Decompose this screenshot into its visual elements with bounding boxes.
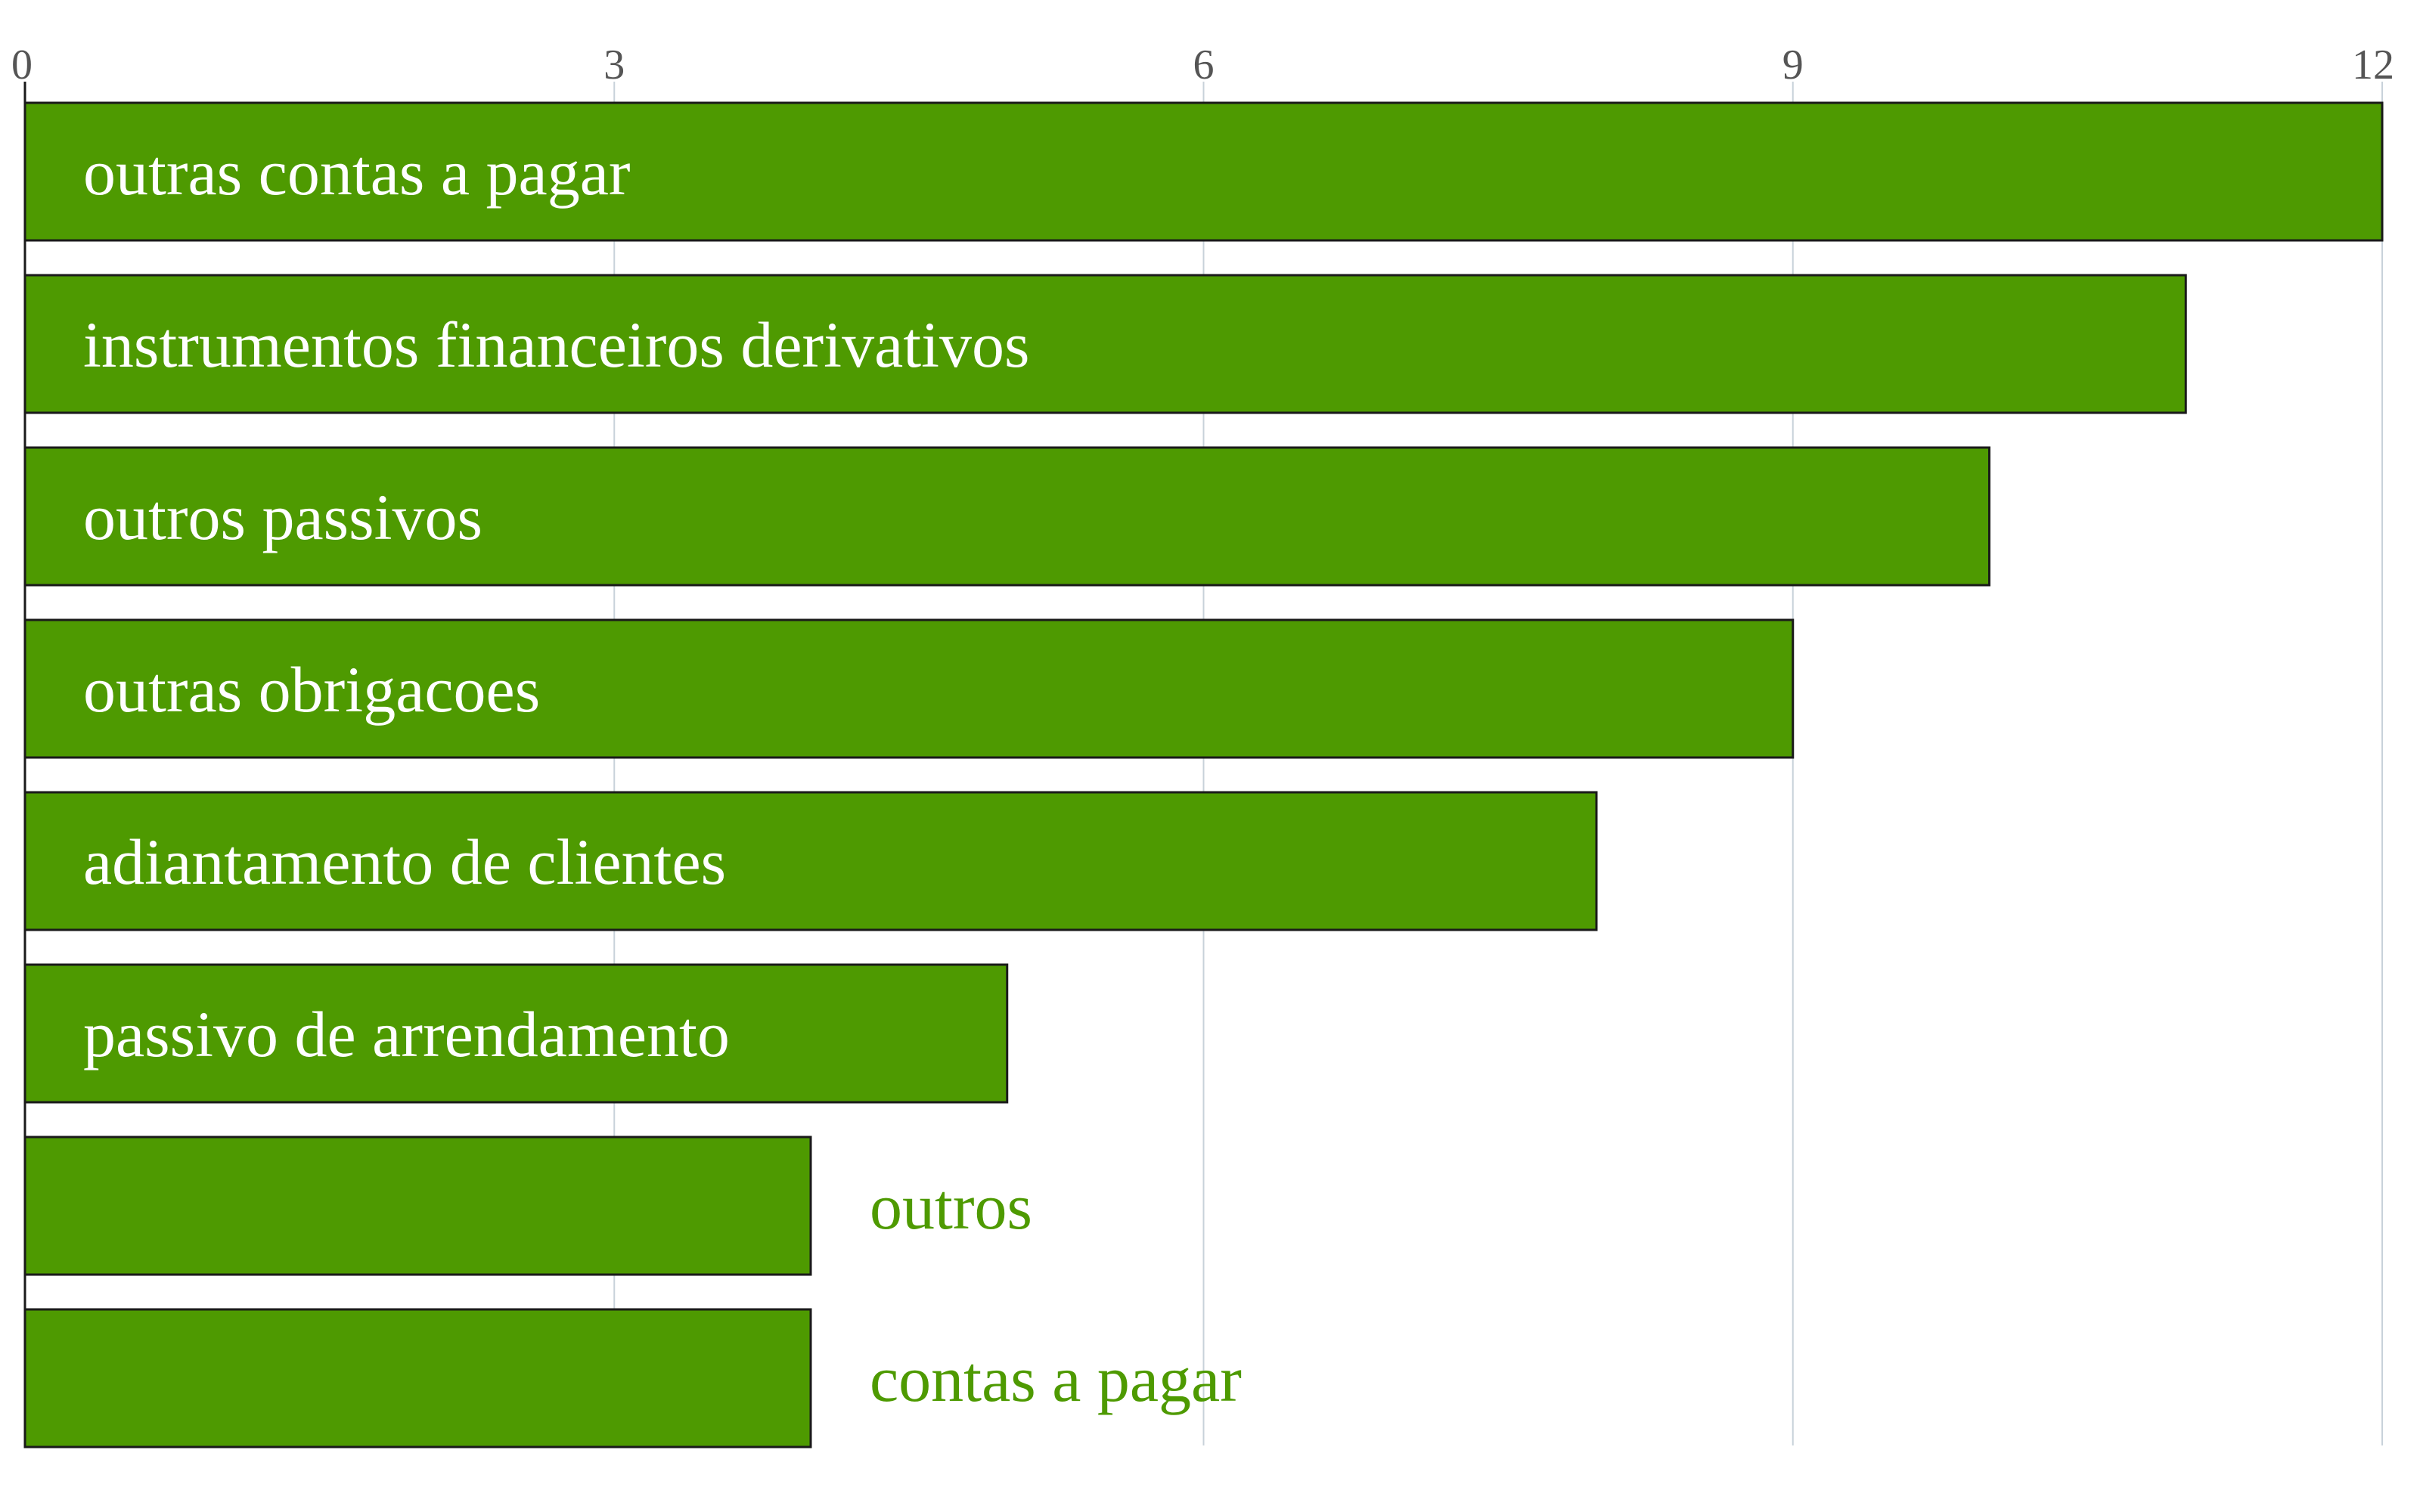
bar-label: outras obrigacoes: [83, 653, 540, 726]
bars: [23, 101, 2384, 1448]
x-tick-label: 12: [2352, 42, 2394, 88]
bar-label: contas a pagar: [870, 1343, 1242, 1415]
bar-label: outros passivos: [83, 481, 482, 553]
bar-label: outras contas a pagar: [83, 136, 631, 209]
bar-label: instrumentos financeiros derivativos: [83, 308, 1030, 381]
bar-label: adiantamento de clientes: [83, 826, 726, 898]
bar-labels: outras contas a pagar instrumentos financ…: [83, 136, 1242, 1415]
bar-label: passivo de arrendamento: [83, 998, 730, 1070]
bar: [23, 963, 1009, 1104]
x-tick-label: 3: [603, 42, 625, 88]
bar: [23, 101, 2384, 242]
bar-label: outros: [870, 1170, 1032, 1243]
x-tick-label: 0: [11, 42, 33, 88]
bar: [23, 791, 1598, 931]
x-tick-label: 9: [1782, 42, 1804, 88]
bar: [23, 446, 1990, 587]
bar: [23, 274, 2187, 414]
x-axis-ticks: 0 3 6 9 12: [11, 42, 2394, 88]
x-tick-label: 6: [1193, 42, 1215, 88]
bar: [23, 1136, 812, 1276]
bar: [23, 1308, 812, 1448]
bar: [23, 618, 1795, 759]
